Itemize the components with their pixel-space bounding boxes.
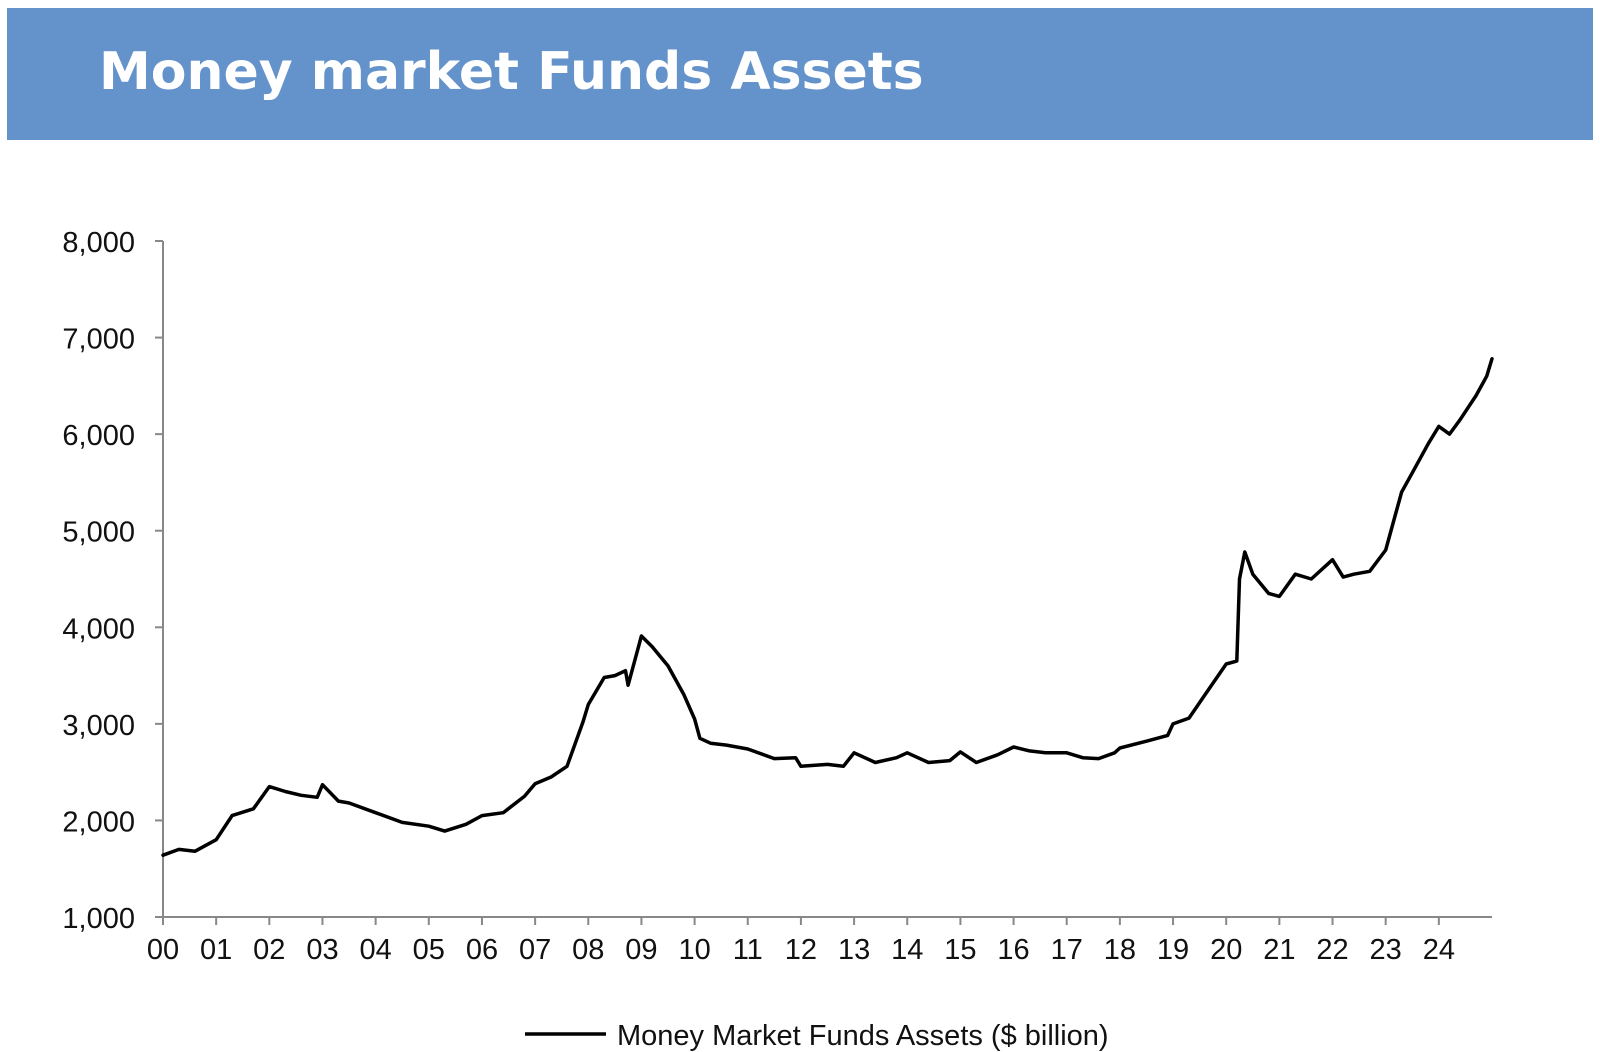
x-tick-label: 12	[785, 934, 817, 966]
series-group	[161, 357, 1494, 857]
x-tick-label: 13	[838, 934, 870, 966]
y-axis-ticks: 1,000 2,000 3,000 4,000 5,000 6,000 7,000 8,000	[62, 227, 163, 935]
y-tick-label: 7,000	[62, 324, 135, 356]
x-tick-label: 08	[572, 934, 604, 966]
page-title: Money market Funds Assets	[99, 42, 924, 102]
x-tick-label: 07	[519, 934, 551, 966]
x-tick-label: 14	[891, 934, 923, 966]
y-tick-label: 4,000	[62, 613, 135, 645]
x-tick-label: 15	[944, 934, 976, 966]
x-tick-label: 19	[1157, 934, 1189, 966]
y-tick-label: 5,000	[62, 517, 135, 549]
x-tick-label: 20	[1210, 934, 1242, 966]
x-tick-label: 09	[625, 934, 657, 966]
chart-axes	[162, 241, 1492, 918]
x-tick-label: 21	[1263, 934, 1295, 966]
x-tick-label: 16	[997, 934, 1029, 966]
title-banner: Money market Funds Assets	[7, 8, 1593, 140]
x-tick-label: 18	[1104, 934, 1136, 966]
x-tick-label: 11	[733, 934, 763, 966]
x-tick-label: 01	[200, 934, 232, 966]
x-axis-ticks: 00 01 02 03 04 05 06 07 08 09 10 11 12 13 14 15 16 17 18 19…	[147, 917, 1455, 966]
y-tick-label: 3,000	[62, 710, 135, 742]
x-tick-label: 17	[1051, 934, 1083, 966]
x-tick-label: 24	[1423, 934, 1455, 966]
x-tick-label: 00	[147, 934, 179, 966]
x-tick-label: 23	[1370, 934, 1402, 966]
x-tick-label: 03	[306, 934, 338, 966]
x-tick-label: 06	[466, 934, 498, 966]
x-tick-label: 10	[678, 934, 710, 966]
y-tick-label: 1,000	[62, 903, 135, 935]
x-tick-label: 22	[1316, 934, 1348, 966]
x-tick-label: 04	[360, 934, 392, 966]
y-tick-label: 8,000	[62, 227, 135, 259]
x-tick-label: 05	[413, 934, 445, 966]
legend: Money Market Funds Assets ($ billion)	[525, 1020, 1109, 1052]
legend-label: Money Market Funds Assets ($ billion)	[617, 1020, 1109, 1052]
y-tick-label: 6,000	[62, 420, 135, 452]
y-tick-label: 2,000	[62, 806, 135, 838]
x-tick-label: 02	[253, 934, 285, 966]
series-line	[161, 357, 1494, 857]
